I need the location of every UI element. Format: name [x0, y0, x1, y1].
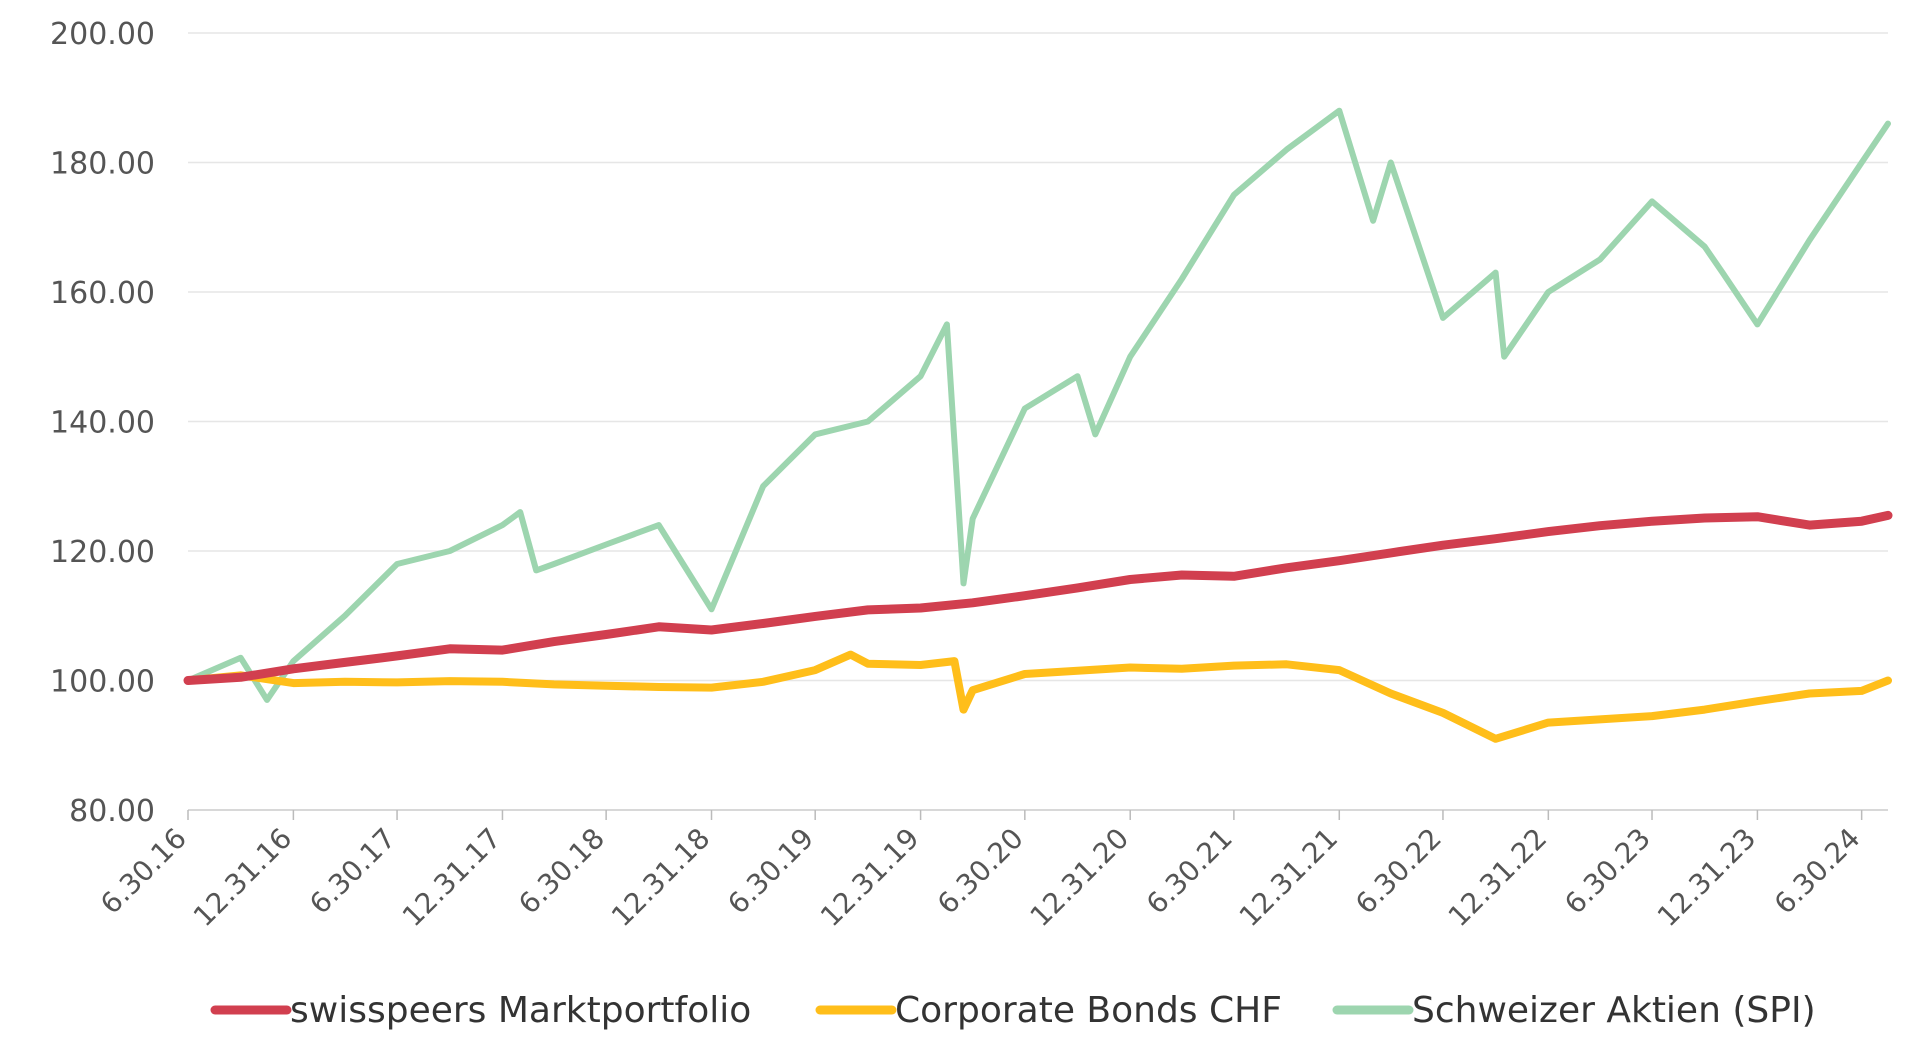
y-axis-tick-labels: 80.00 100.00 120.00 140.00 160.00 180.00 200.0…: [50, 17, 155, 829]
x-tick-label: 6.30.22: [1349, 822, 1448, 921]
legend-label-1: Corporate Bonds CHF: [895, 990, 1282, 1031]
y-tick-label: 120.00: [50, 535, 155, 570]
legend-label-2: Schweizer Aktien (SPI): [1412, 990, 1816, 1031]
series-line-1: [184, 650, 1892, 743]
x-tick-label: 12.31.16: [187, 822, 299, 934]
x-axis: [187, 809, 1888, 820]
y-tick-label: 140.00: [50, 406, 155, 441]
x-tick-label: 6.30.23: [1558, 822, 1657, 921]
x-tick-label: 6.30.18: [512, 822, 611, 921]
x-tick-label: 12.31.19: [814, 822, 926, 934]
x-tick-label: 12.31.18: [605, 822, 717, 934]
series-lines: [183, 107, 1893, 743]
x-tick-label: 12.31.22: [1442, 822, 1554, 934]
x-tick-label: 12.31.20: [1024, 822, 1136, 934]
x-tick-label: 6.30.17: [303, 822, 402, 921]
x-tick-label: 6.30.24: [1768, 822, 1867, 921]
x-tick-label: 12.31.23: [1651, 822, 1763, 934]
series-line-2: [185, 107, 1891, 703]
x-tick-label: 6.30.20: [931, 822, 1030, 921]
x-tick-label: 6.30.19: [721, 822, 820, 921]
x-tick-label: 6.30.16: [94, 822, 193, 921]
y-tick-label: 160.00: [50, 276, 155, 311]
y-tick-label: 80.00: [69, 794, 155, 829]
x-tick-label: 6.30.21: [1140, 822, 1239, 921]
y-tick-label: 180.00: [50, 147, 155, 182]
grid-lines: [188, 32, 1888, 682]
y-tick-label: 200.00: [50, 17, 155, 52]
legend: swisspeers Marktportfolio Corporate Bonds…: [210, 990, 1816, 1031]
x-tick-label: 12.31.21: [1233, 822, 1345, 934]
legend-label-0: swisspeers Marktportfolio: [290, 990, 751, 1031]
x-tick-label: 12.31.17: [396, 822, 508, 934]
y-tick-label: 100.00: [50, 665, 155, 700]
series-line-0: [183, 510, 1893, 685]
